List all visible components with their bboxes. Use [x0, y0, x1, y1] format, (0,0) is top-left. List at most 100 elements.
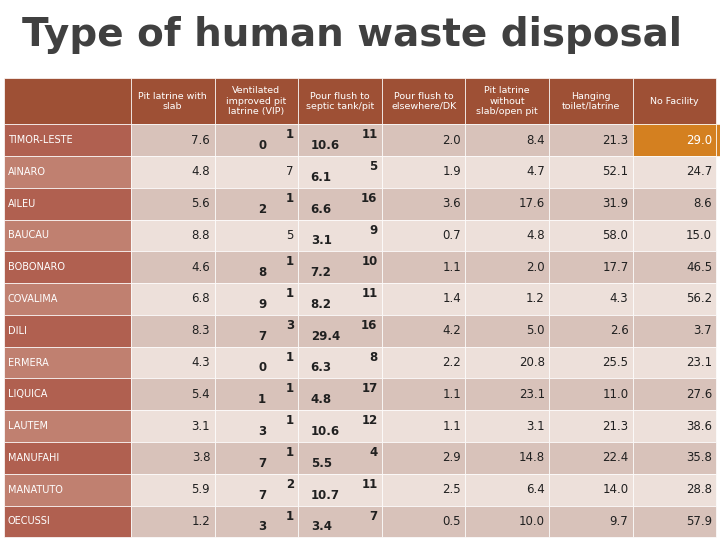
- Text: 3: 3: [258, 521, 266, 534]
- Bar: [4, 283, 131, 315]
- Bar: [633, 379, 716, 410]
- Text: 14.8: 14.8: [518, 451, 545, 464]
- Bar: [382, 78, 465, 124]
- Text: 4.8: 4.8: [311, 393, 332, 406]
- Bar: [633, 410, 716, 442]
- Text: MANUFAHI: MANUFAHI: [8, 453, 59, 463]
- Text: 7: 7: [258, 489, 266, 502]
- Text: Ventilated
improved pit
latrine (VIP): Ventilated improved pit latrine (VIP): [226, 86, 287, 116]
- Text: 17.6: 17.6: [518, 197, 545, 210]
- Bar: [4, 505, 131, 537]
- Bar: [298, 315, 382, 347]
- Text: Pour flush to
elsewhere/DK: Pour flush to elsewhere/DK: [391, 92, 456, 111]
- Bar: [298, 505, 382, 537]
- Text: 29.0: 29.0: [686, 133, 712, 146]
- Bar: [465, 220, 549, 251]
- Bar: [465, 410, 549, 442]
- Bar: [465, 124, 549, 156]
- Bar: [131, 220, 215, 251]
- Text: 3.1: 3.1: [526, 420, 545, 433]
- Text: 3.8: 3.8: [192, 451, 210, 464]
- Bar: [465, 283, 549, 315]
- Text: 1.1: 1.1: [442, 388, 461, 401]
- Text: 3.6: 3.6: [443, 197, 461, 210]
- Text: 5.4: 5.4: [192, 388, 210, 401]
- Text: 3: 3: [286, 319, 294, 332]
- Bar: [382, 220, 465, 251]
- Text: 11: 11: [361, 287, 377, 300]
- Text: TIMOR-LESTE: TIMOR-LESTE: [8, 135, 73, 145]
- Bar: [549, 283, 633, 315]
- Bar: [382, 474, 465, 505]
- Text: No Facility: No Facility: [650, 97, 699, 106]
- Bar: [549, 410, 633, 442]
- Bar: [549, 379, 633, 410]
- Text: 8.6: 8.6: [693, 197, 712, 210]
- Text: 5.9: 5.9: [192, 483, 210, 496]
- Bar: [633, 505, 716, 537]
- Bar: [382, 188, 465, 220]
- Text: 58.0: 58.0: [603, 229, 629, 242]
- Text: 4.3: 4.3: [610, 293, 629, 306]
- Text: 8.8: 8.8: [192, 229, 210, 242]
- Text: 2.0: 2.0: [443, 133, 461, 146]
- Text: 1: 1: [286, 446, 294, 459]
- Text: 2.6: 2.6: [610, 324, 629, 338]
- Text: 8: 8: [369, 350, 377, 363]
- Bar: [633, 283, 716, 315]
- Text: 6.3: 6.3: [311, 361, 332, 374]
- Text: 21.3: 21.3: [603, 420, 629, 433]
- Text: 1: 1: [286, 287, 294, 300]
- Bar: [549, 505, 633, 537]
- Bar: [4, 410, 131, 442]
- Bar: [131, 474, 215, 505]
- Text: 31.9: 31.9: [603, 197, 629, 210]
- Text: 46.5: 46.5: [686, 261, 712, 274]
- Text: 22.4: 22.4: [602, 451, 629, 464]
- Text: 5.0: 5.0: [526, 324, 545, 338]
- Bar: [549, 156, 633, 188]
- Bar: [549, 251, 633, 283]
- Text: Pour flush to
septic tank/pit: Pour flush to septic tank/pit: [306, 92, 374, 111]
- Bar: [465, 442, 549, 474]
- Bar: [465, 188, 549, 220]
- Bar: [382, 347, 465, 379]
- Text: 38.6: 38.6: [686, 420, 712, 433]
- Text: DILI: DILI: [8, 326, 27, 336]
- Text: 3.4: 3.4: [311, 521, 332, 534]
- Text: 1.2: 1.2: [526, 293, 545, 306]
- Text: 8.3: 8.3: [192, 324, 210, 338]
- Text: 5: 5: [287, 229, 294, 242]
- Text: 28.8: 28.8: [686, 483, 712, 496]
- Bar: [633, 220, 716, 251]
- Bar: [215, 410, 298, 442]
- Text: 1: 1: [286, 255, 294, 268]
- Text: 6.8: 6.8: [192, 293, 210, 306]
- Text: 3.1: 3.1: [192, 420, 210, 433]
- Bar: [215, 442, 298, 474]
- Bar: [4, 315, 131, 347]
- Bar: [215, 505, 298, 537]
- Bar: [131, 347, 215, 379]
- Bar: [382, 505, 465, 537]
- Text: 2.5: 2.5: [443, 483, 461, 496]
- Bar: [549, 442, 633, 474]
- Bar: [382, 156, 465, 188]
- Bar: [465, 379, 549, 410]
- Text: 27.6: 27.6: [686, 388, 712, 401]
- Text: MANATUTO: MANATUTO: [8, 484, 63, 495]
- Text: 11: 11: [361, 478, 377, 491]
- Text: 7: 7: [258, 457, 266, 470]
- Text: 10: 10: [361, 255, 377, 268]
- Text: 7: 7: [287, 165, 294, 178]
- Bar: [633, 347, 716, 379]
- Text: Type of human waste disposal: Type of human waste disposal: [22, 16, 682, 54]
- Bar: [465, 315, 549, 347]
- Text: BAUCAU: BAUCAU: [8, 231, 49, 240]
- Bar: [131, 442, 215, 474]
- Bar: [4, 78, 131, 124]
- Bar: [465, 156, 549, 188]
- Bar: [131, 78, 215, 124]
- Bar: [4, 379, 131, 410]
- Bar: [298, 347, 382, 379]
